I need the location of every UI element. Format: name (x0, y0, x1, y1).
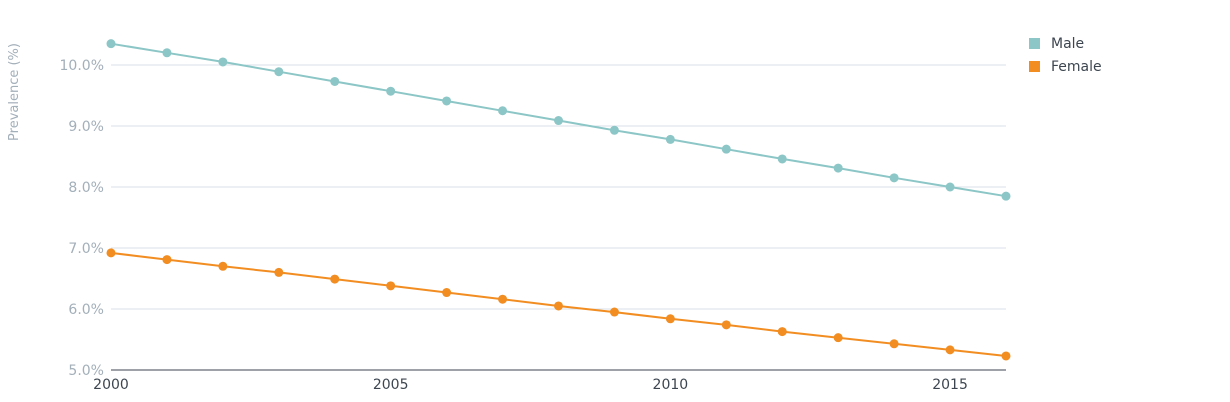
data-point[interactable] (442, 288, 452, 298)
y-tick-label: 7.0% (68, 241, 104, 257)
data-point[interactable] (330, 76, 340, 86)
legend-label: Male (1051, 36, 1084, 52)
legend[interactable]: Male Female (1029, 36, 1102, 75)
data-point[interactable] (665, 134, 675, 144)
legend-swatch (1029, 38, 1040, 49)
data-point[interactable] (889, 339, 899, 349)
data-point[interactable] (218, 57, 228, 67)
data-point[interactable] (330, 274, 340, 284)
series-female (106, 248, 1011, 361)
data-point[interactable] (162, 255, 172, 265)
data-point[interactable] (889, 173, 899, 183)
y-axis-label: Prevalence (%) (7, 43, 22, 141)
y-gridlines (111, 64, 1006, 310)
data-point[interactable] (386, 281, 396, 291)
x-tick-label: 2015 (932, 377, 968, 393)
y-tick-label: 8.0% (68, 180, 104, 196)
data-point[interactable] (274, 67, 284, 77)
data-point[interactable] (162, 48, 172, 58)
data-point[interactable] (777, 327, 787, 337)
y-tick-label: 9.0% (68, 119, 104, 135)
y-tick-label: 5.0% (68, 363, 104, 379)
data-point[interactable] (386, 86, 396, 96)
legend-item-female[interactable]: Female (1029, 59, 1102, 75)
data-point[interactable] (498, 294, 508, 304)
series-male (106, 39, 1011, 201)
x-tick-label: 2000 (93, 377, 129, 393)
data-point[interactable] (554, 301, 563, 311)
series-group (106, 39, 1011, 361)
data-point[interactable] (442, 96, 452, 106)
y-tick-label: 6.0% (68, 302, 104, 318)
data-point[interactable] (1001, 191, 1011, 201)
data-point[interactable] (554, 116, 563, 126)
data-point[interactable] (106, 39, 116, 49)
legend-label: Female (1051, 59, 1102, 75)
data-point[interactable] (777, 154, 787, 164)
data-point[interactable] (721, 320, 731, 330)
y-tick-labels: 5.0% 6.0% 7.0% 8.0% 9.0% 10.0% (60, 58, 104, 379)
data-point[interactable] (833, 163, 843, 173)
x-tick-label: 2005 (373, 377, 409, 393)
data-point[interactable] (721, 144, 731, 154)
data-point[interactable] (833, 333, 843, 343)
legend-item-male[interactable]: Male (1029, 36, 1084, 52)
data-point[interactable] (498, 106, 508, 116)
data-point[interactable] (609, 125, 619, 135)
y-tick-label: 10.0% (60, 58, 104, 74)
x-tick-labels: 2000 2005 2010 2015 (93, 377, 968, 393)
legend-swatch (1029, 61, 1040, 72)
data-point[interactable] (665, 314, 675, 324)
data-point[interactable] (218, 261, 228, 271)
data-point[interactable] (106, 248, 116, 258)
x-tick-label: 2010 (653, 377, 689, 393)
data-point[interactable] (945, 182, 955, 192)
data-point[interactable] (945, 345, 955, 355)
data-point[interactable] (609, 307, 619, 317)
data-point[interactable] (274, 267, 284, 277)
data-point[interactable] (1001, 351, 1011, 361)
